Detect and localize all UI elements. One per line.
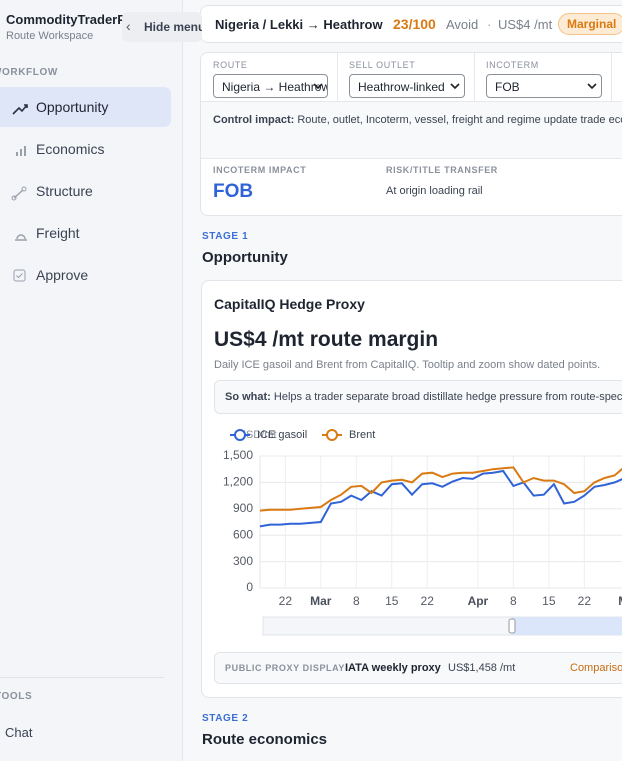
hide-menu-button[interactable]: ‹ Hide menu <box>122 12 202 42</box>
proxy-footer: PUBLIC PROXY DISPLAY IATA weekly proxy U… <box>214 652 622 684</box>
x-tick-label: 8 <box>353 594 360 608</box>
hide-menu-label: Hide menu <box>144 20 202 34</box>
x-tick-label: 15 <box>385 594 399 608</box>
stage-label: STAGE 1 <box>202 231 249 242</box>
x-tick-label: 22 <box>578 594 592 608</box>
y-axis-label: USD/mt <box>238 429 277 441</box>
y-tick-label: 1,500 <box>223 448 253 462</box>
nav-label: Freight <box>36 225 80 241</box>
y-tick-label: 900 <box>233 501 253 515</box>
divider <box>611 53 612 101</box>
brand: CommodityTraderPro <box>6 12 139 27</box>
risk-value: At origin loading rail <box>386 185 483 197</box>
score: 23/100 <box>393 16 436 32</box>
proxy-value: US$1,458 /mt <box>448 662 516 674</box>
workflow-label: WORKFLOW <box>0 67 58 78</box>
divider <box>337 53 338 101</box>
so-what: So what: Helps a trader separate broad d… <box>225 391 622 403</box>
impact-text: Control impact: Route, outlet, Incoterm,… <box>213 112 622 128</box>
incoterm-select[interactable]: FOB <box>486 74 602 98</box>
y-tick-label: 1,200 <box>223 475 253 489</box>
margin: US$4 /mt <box>498 17 553 32</box>
series-line <box>259 466 622 512</box>
nav-label: Economics <box>36 141 105 157</box>
x-tick-label: Apr <box>468 594 489 608</box>
nav-item[interactable]: Approve <box>0 255 171 295</box>
x-tick-label: 22 <box>279 594 293 608</box>
top-bar: Nigeria / Lekki → Heathrow 23/100 Avoid … <box>200 5 622 43</box>
comparison-link[interactable]: Comparison <box>570 662 622 674</box>
brand-subtitle: Route Workspace <box>6 30 94 42</box>
impact-label: Control impact: <box>213 114 295 126</box>
navigator-handle <box>508 618 516 634</box>
y-tick-label: 300 <box>233 554 253 568</box>
sidebar-divider <box>0 677 164 678</box>
proxy-label: PUBLIC PROXY DISPLAY <box>225 663 346 673</box>
incoterm-impact-label: INCOTERM IMPACT <box>213 165 307 175</box>
route-title: Nigeria / Lekki → Heathrow <box>215 17 383 32</box>
proxy-name: IATA weekly proxy <box>345 662 441 674</box>
stage-title: Opportunity <box>202 249 288 266</box>
field-label: ROUTE <box>213 60 248 70</box>
nav-label: Opportunity <box>36 99 109 115</box>
divider <box>474 53 475 101</box>
y-tick-label: 0 <box>246 580 253 594</box>
nav-item[interactable]: Opportunity <box>0 87 171 127</box>
separator: · <box>487 17 492 32</box>
nav-label: Structure <box>36 183 93 199</box>
decision: Avoid <box>446 17 479 32</box>
nav-item[interactable]: Structure <box>0 171 171 211</box>
series-line <box>259 469 622 528</box>
legend-marker <box>326 429 338 441</box>
select-arrows <box>313 83 597 90</box>
x-tick-label: 22 <box>421 594 435 608</box>
navigator-selection <box>512 617 622 635</box>
card-headline: US$4 /mt route margin <box>214 328 439 351</box>
card-description: Daily ICE gasoil and Brent from CapitalI… <box>214 359 601 371</box>
legend-label: ICE gasoil <box>257 429 307 441</box>
legend-label: Brent <box>349 429 375 441</box>
chart: 0 300 600 900 1,200 1,500 22 Mar 8 15 22 Apr 8 15 22 Ma… <box>223 429 622 636</box>
legend-marker <box>234 429 246 441</box>
x-tick-label: May <box>618 594 622 608</box>
x-tick-label: 15 <box>542 594 556 608</box>
tools-label: TOOLS <box>0 691 33 702</box>
incoterm-impact-value: FOB <box>213 181 254 202</box>
outlet-select[interactable]: Heathrow-linked <box>349 74 465 98</box>
sidebar: CommodityTraderPro Route Workspace ‹ Hid… <box>0 0 202 761</box>
field-label: INCOTERM <box>486 60 539 70</box>
nav-icons <box>11 104 28 282</box>
so-what-text: Helps a trader separate broad distillate… <box>273 391 622 403</box>
so-what-label: So what: <box>225 391 271 403</box>
stage-label: STAGE 2 <box>202 713 249 724</box>
x-tick-label: Mar <box>310 594 332 608</box>
nav-item[interactable]: Economics <box>0 129 171 169</box>
impact-body: Route, outlet, Incoterm, vessel, freight… <box>297 114 622 126</box>
so-what-box: So what: Helps a trader separate broad d… <box>214 380 622 414</box>
tool-item[interactable]: Chat <box>5 725 33 740</box>
impact-row: Control impact: Route, outlet, Incoterm,… <box>201 101 622 159</box>
y-tick-label: 600 <box>233 527 253 541</box>
status-badge[interactable]: Marginal <box>558 13 622 35</box>
nav-label: Approve <box>36 267 89 283</box>
x-tick-label: 8 <box>510 594 517 608</box>
stage-title: Route economics <box>202 731 328 748</box>
field-label: SELL OUTLET <box>349 60 416 70</box>
route-select[interactable]: Nigeria → Heathrow <box>213 74 328 98</box>
nav-item[interactable]: Freight <box>0 213 171 253</box>
card-title: CapitalIQ Hedge Proxy <box>214 296 365 312</box>
controls-card: ROUTE Nigeria → Heathrow SELL OUTLET Hea… <box>200 52 622 216</box>
chevron-icon: ‹ <box>126 18 131 34</box>
risk-label: RISK/TITLE TRANSFER <box>386 165 498 175</box>
